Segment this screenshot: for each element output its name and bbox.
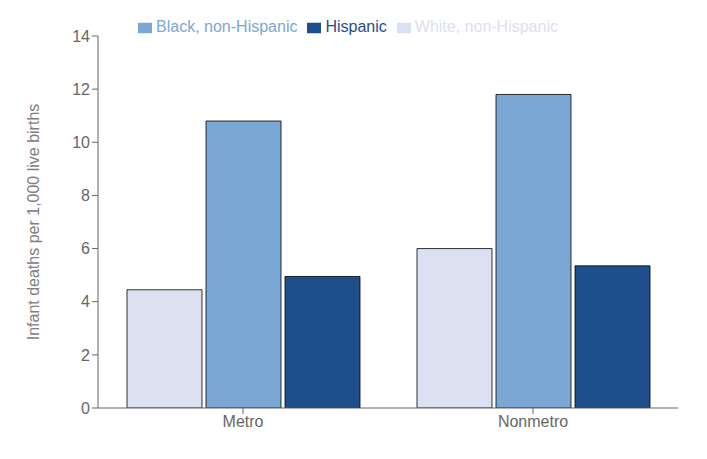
- html-text:White, non-Hispanic: White, non-Hispanic: [414, 18, 558, 35]
- svg-text:8: 8: [81, 187, 90, 204]
- svg-text:2: 2: [81, 347, 90, 364]
- svg-text:Metro: Metro: [223, 413, 264, 430]
- svg-text:4: 4: [81, 293, 90, 310]
- svg-text:0: 0: [81, 400, 90, 417]
- svg-text:10: 10: [72, 134, 90, 151]
- svg-text:Nonmetro: Nonmetro: [498, 413, 568, 430]
- svg-text:14: 14: [72, 28, 90, 45]
- svg-text:Infant deaths per 1,000 live b: Infant deaths per 1,000 live births: [25, 104, 42, 341]
- svg-text:6: 6: [81, 240, 90, 257]
- html-text:Black, non-Hispanic: Black, non-Hispanic: [156, 18, 298, 35]
- svg-text:12: 12: [72, 81, 90, 98]
- html-text:Hispanic: Hispanic: [325, 18, 387, 35]
